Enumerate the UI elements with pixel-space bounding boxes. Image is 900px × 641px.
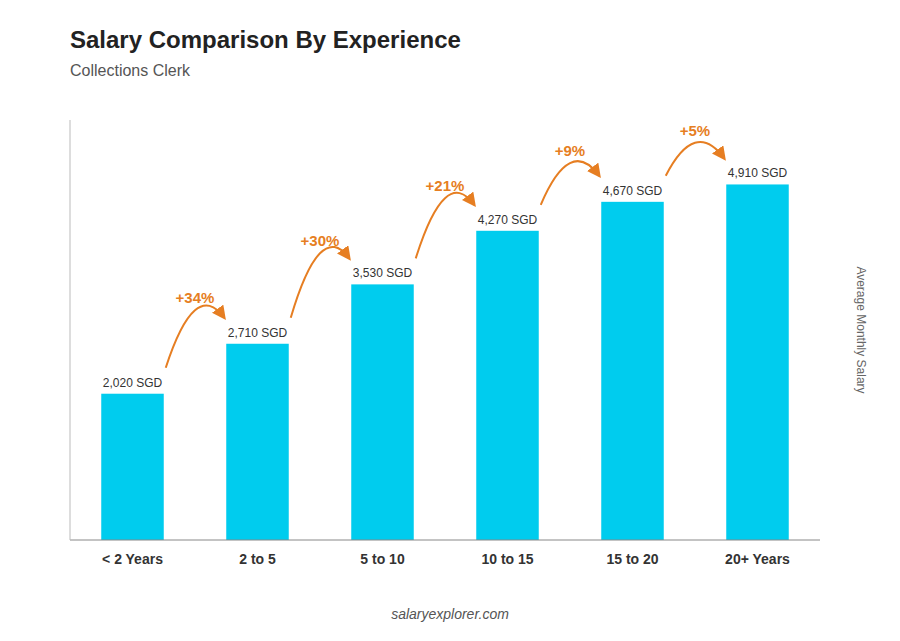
x-tick-label: 10 to 15 [481,551,533,567]
change-label: +9% [555,142,585,159]
change-arrow [541,161,600,205]
bar [476,231,539,540]
change-annotations: +34% +30% +21% +9% +5% [166,122,725,368]
change-label: +30% [301,232,340,249]
change-label: +21% [426,177,465,194]
data-label: 3,530 SGD [353,266,413,280]
chart-container: Salary Comparison By Experience Collectio… [0,0,900,641]
data-label: 2,710 SGD [228,326,288,340]
change-label: +34% [176,289,215,306]
change-arrow [291,247,350,318]
data-label: 4,910 SGD [728,166,788,180]
x-tick-label: 15 to 20 [606,551,658,567]
change-arrow [166,305,225,367]
bar [101,394,164,540]
x-axis-line [70,540,820,541]
bar [226,344,289,540]
data-label: 4,670 SGD [603,184,663,198]
y-axis-line [70,120,71,540]
subtitle: Collections Clerk [70,62,191,79]
bar [726,184,789,540]
data-label: 2,020 SGD [103,376,163,390]
y-axis-label: Average Monthly Salary [854,266,868,393]
x-tick-label: 2 to 5 [239,551,276,567]
change-label: +5% [680,122,710,139]
chart: Salary Comparison By Experience Collectio… [0,0,900,641]
change-arrow [416,193,475,259]
title: Salary Comparison By Experience [70,26,461,53]
bar [601,202,664,540]
x-tick-label: 5 to 10 [360,551,405,567]
change-arrow [666,142,725,176]
x-tick-label: 20+ Years [725,551,790,567]
footer: salaryexplorer.com [391,606,509,622]
bars [101,184,789,540]
data-label: 4,270 SGD [478,213,538,227]
x-tick-label: < 2 Years [102,551,163,567]
bar [351,284,414,540]
